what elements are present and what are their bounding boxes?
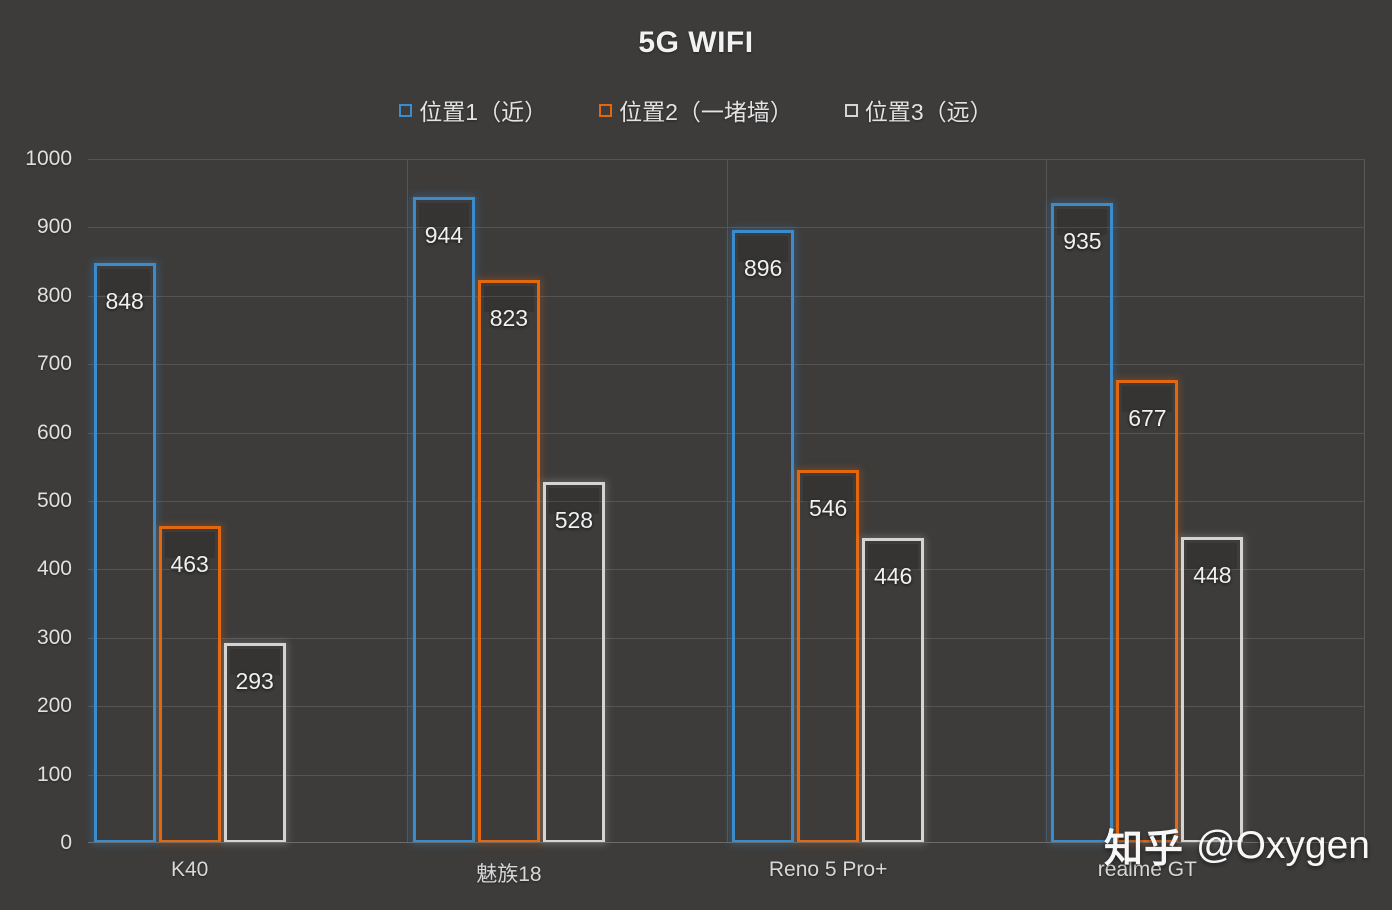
y-axis-tick-label: 1000 (25, 147, 72, 170)
watermark-logo: 知乎 (1103, 828, 1184, 871)
y-axis-tick-label: 100 (36, 762, 72, 786)
legend-label: 位置3（远） (864, 99, 993, 125)
bar[interactable]: 823 (477, 280, 540, 843)
gridline-horizontal (88, 569, 1365, 571)
bar-value-label: 446 (873, 562, 913, 589)
gridline-horizontal (88, 364, 1365, 366)
legend-item-position2[interactable]: 位置2（一堵墙） (599, 93, 793, 127)
x-axis-category-labels: K40 魅族18 Reno 5 Pro+ realme GT (88, 858, 1365, 898)
gridline-horizontal (88, 706, 1365, 708)
x-axis-category-label: K40 (170, 858, 209, 881)
gridline-horizontal (88, 295, 1365, 297)
bar-inner-shading (1122, 385, 1173, 412)
gridline-horizontal (88, 159, 1365, 160)
plot-area: 848 463 293 944 823 528 896 546 446 935 677 448 (88, 159, 1365, 843)
bar[interactable]: 528 (542, 481, 605, 843)
x-axis-line (88, 842, 1365, 843)
y-axis-tick-label: 300 (36, 625, 72, 649)
legend-item-position1[interactable]: 位置1（近） (399, 93, 547, 127)
legend-swatch-icon (844, 103, 858, 117)
x-axis-category-label: Reno 5 Pro+ (768, 858, 888, 881)
bar-inner-shading (99, 268, 150, 295)
chart-legend: 位置1（近） 位置2（一堵墙） 位置3（远） (0, 93, 1392, 127)
y-axis-tick-label: 700 (36, 352, 72, 376)
bar-value-label: 546 (808, 494, 848, 521)
bar-inner-shading (229, 648, 280, 675)
bar[interactable]: 463 (158, 526, 221, 843)
bar-inner-shading (868, 543, 919, 570)
bar-inner-shading (483, 286, 534, 313)
y-axis-tick-label: 800 (36, 283, 72, 307)
y-axis-tick-label: 600 (36, 420, 72, 444)
y-axis-tick-label: 0 (60, 831, 72, 854)
bar-inner-shading (1187, 542, 1238, 569)
gridline-horizontal (88, 432, 1365, 434)
legend-swatch-icon (399, 103, 413, 117)
bar-inner-shading (803, 475, 854, 502)
y-axis-tick-label: 200 (36, 694, 72, 718)
bar-inner-shading (548, 487, 599, 514)
gridline-horizontal (88, 774, 1365, 776)
bar[interactable]: 448 (1181, 536, 1244, 843)
y-axis-tick-label: 400 (36, 557, 72, 581)
legend-item-position3[interactable]: 位置3（远） (844, 93, 993, 127)
bar-inner-shading (164, 532, 215, 559)
bar[interactable]: 677 (1116, 379, 1179, 843)
bar[interactable]: 446 (862, 537, 925, 843)
bar-value-label: 944 (424, 222, 464, 249)
bar[interactable]: 935 (1051, 203, 1114, 843)
bar-inner-shading (738, 236, 789, 263)
legend-label: 位置2（一堵墙） (619, 99, 793, 125)
gridline-horizontal (88, 501, 1365, 502)
gridline-vertical (407, 159, 408, 843)
bar[interactable]: 848 (93, 262, 156, 843)
bar[interactable]: 896 (732, 230, 795, 843)
y-axis-tick-label: 900 (36, 215, 72, 239)
bar-value-label: 448 (1193, 561, 1232, 588)
watermark-handle: @Oxygen (1196, 824, 1370, 867)
bar-value-label: 528 (554, 506, 594, 533)
bar-value-label: 848 (105, 287, 144, 314)
gridline-horizontal (88, 227, 1365, 229)
bar[interactable]: 546 (797, 469, 860, 843)
x-axis-category-label: realme GT (1097, 858, 1197, 881)
bar-value-label: 293 (235, 667, 274, 694)
gridline-vertical (727, 159, 728, 843)
legend-swatch-icon (599, 103, 613, 117)
chart-title: 5G WIFI (638, 26, 754, 59)
bar-value-label: 935 (1063, 228, 1102, 255)
gridline-vertical (1046, 159, 1047, 843)
bar-value-label: 463 (170, 551, 209, 578)
gridline-horizontal (88, 637, 1365, 639)
bar[interactable]: 944 (412, 197, 475, 843)
bar[interactable]: 293 (223, 642, 286, 843)
watermark: 知乎 @Oxygen (1104, 818, 1370, 874)
legend-label: 位置1（近） (419, 99, 548, 125)
y-axis-tick-label: 500 (36, 489, 72, 512)
bar-value-label: 823 (489, 305, 529, 332)
bar-value-label: 896 (743, 255, 783, 282)
bar-value-label: 677 (1128, 404, 1167, 431)
bar-inner-shading (1057, 209, 1108, 236)
x-axis-category-label: 魅族18 (476, 863, 542, 886)
bar-inner-shading (418, 203, 469, 230)
